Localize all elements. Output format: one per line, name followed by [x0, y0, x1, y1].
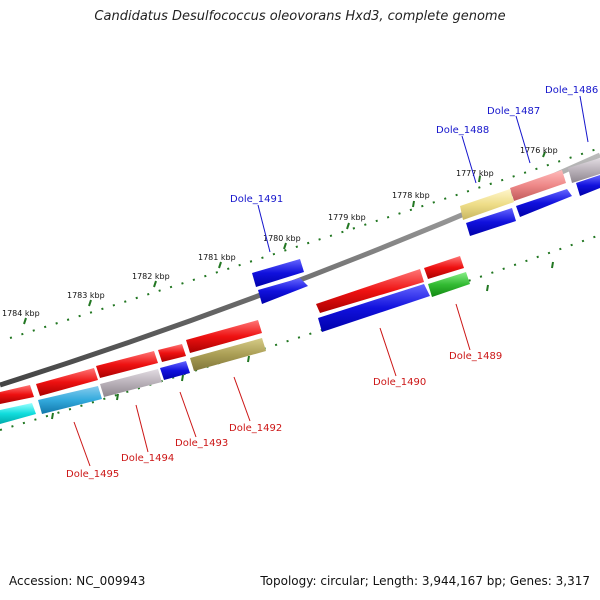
accession-label: Accession: NC_009943	[9, 574, 146, 588]
gene-label-1487: Dole_1487	[487, 106, 540, 117]
gene-label-1491: Dole_1491	[230, 194, 283, 205]
topology-label: Topology: circular; Length: 3,944,167 bp…	[260, 574, 590, 588]
tick-1777	[478, 175, 481, 183]
gene-gray-top	[568, 158, 600, 183]
leader-1490	[379, 327, 397, 377]
gene-red-left-5	[0, 385, 34, 404]
gene-blue-1487	[516, 189, 572, 217]
ruler-label: 1782 kbp	[132, 272, 170, 281]
gene-label-1495: Dole_1495	[66, 469, 119, 480]
inner-ruler-ticks	[51, 261, 554, 420]
leader-1489	[455, 303, 471, 351]
leader-1486	[579, 95, 589, 143]
gene-blue-1491-a	[252, 259, 304, 287]
ruler-label: 1780 kbp	[263, 234, 301, 243]
gene-lightblue-1495	[38, 386, 102, 414]
gene-blue-1488	[466, 208, 516, 236]
tick-1783	[88, 299, 92, 307]
tick-1776	[542, 151, 546, 158]
gene-red-left-3	[96, 351, 158, 378]
gene-blue-1493	[160, 361, 190, 380]
tick-1784	[23, 317, 27, 325]
gene-blue-1486	[576, 175, 600, 196]
gene-blue-1491-b	[258, 278, 308, 304]
gene-pink	[510, 170, 566, 201]
map-title: Candidatus Desulfococcus oleovorans Hxd3…	[94, 9, 506, 24]
inner-tick	[181, 374, 184, 382]
leader-1494	[135, 404, 149, 453]
gene-blue-1490	[318, 284, 430, 332]
leader-1487	[515, 115, 531, 164]
leader-1488	[461, 135, 477, 184]
inner-tick	[247, 355, 250, 363]
ruler-label: 1783 kbp	[67, 291, 105, 300]
gene-label-1490: Dole_1490	[373, 377, 426, 388]
gene-label-1493: Dole_1493	[175, 438, 228, 449]
gene-red-left-1	[186, 320, 262, 353]
outer-ruler	[9, 147, 600, 339]
ruler-label: 1784 kbp	[2, 309, 40, 318]
ruler-label: 1777 kbp	[456, 169, 494, 178]
ruler-label: 1779 kbp	[328, 213, 366, 222]
gene-label-1489: Dole_1489	[449, 351, 502, 362]
ruler-label: 1776 kbp	[520, 146, 558, 155]
inner-tick	[51, 412, 54, 420]
gene-red-1489-top	[424, 256, 464, 279]
tick-1779	[346, 222, 350, 230]
tick-1782	[153, 280, 157, 288]
gene-olive-1492	[190, 338, 266, 371]
gene-green-1489	[428, 272, 470, 297]
inner-tick	[551, 261, 554, 269]
gene-label-1486: Dole_1486	[545, 85, 598, 96]
gene-label-1488: Dole_1488	[436, 125, 489, 136]
gene-yellow	[460, 189, 514, 220]
gene-red-left-2	[158, 344, 186, 362]
inner-tick	[486, 284, 489, 292]
leader-1491	[257, 204, 271, 253]
ruler-label: 1781 kbp	[198, 253, 236, 262]
tick-1781	[218, 261, 222, 269]
tick-1780	[283, 242, 287, 250]
tick-1778	[412, 200, 415, 208]
outer-ruler-ticks	[23, 151, 546, 325]
gene-cyan-left	[0, 403, 36, 424]
gene-red-left-4	[36, 368, 98, 396]
ruler-label: 1778 kbp	[392, 191, 430, 200]
gene-label-1492: Dole_1492	[229, 423, 282, 434]
gene-gray-1494	[100, 369, 162, 397]
leader-1493	[179, 391, 197, 438]
leader-1495	[73, 421, 91, 467]
gene-red-1490-top	[316, 269, 424, 313]
inner-tick	[116, 393, 119, 401]
gene-label-1494: Dole_1494	[121, 453, 174, 464]
leader-1492	[233, 376, 251, 422]
